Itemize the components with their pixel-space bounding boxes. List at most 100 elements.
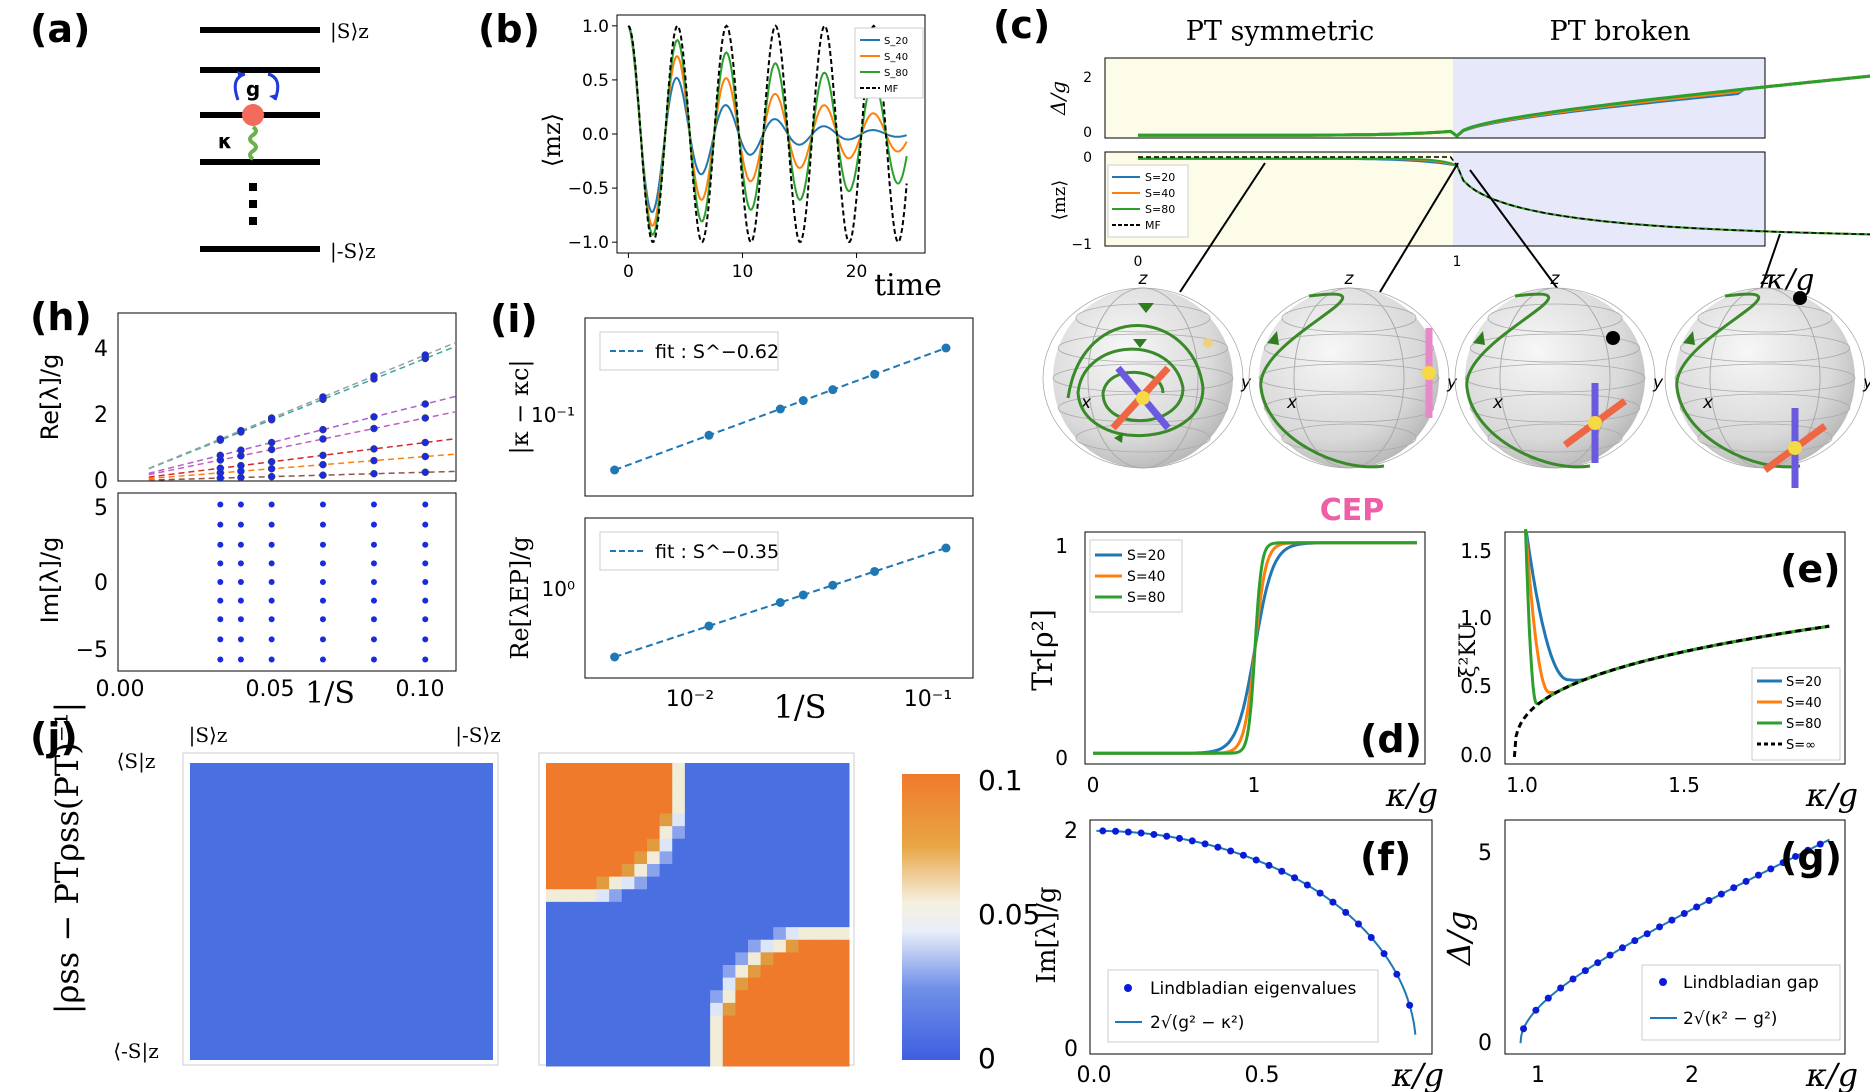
bloch-arrow — [1114, 433, 1123, 443]
heatmap-cell — [748, 800, 762, 814]
heatmap-cell — [760, 1015, 774, 1029]
heatmap-cell — [811, 800, 825, 814]
bloch-fixed-point — [1203, 338, 1213, 348]
heatmap-cell — [621, 914, 635, 928]
heatmap-cell — [583, 977, 597, 991]
bloch-axis-x: x — [1286, 393, 1298, 413]
heatmap-cell — [836, 889, 850, 903]
bloch-latitude — [1674, 363, 1856, 393]
f-data-point — [1329, 898, 1337, 906]
heatmap-cell — [823, 1040, 837, 1054]
heatmap-cell — [823, 800, 837, 814]
heatmap-cell — [735, 1002, 749, 1016]
heatmap-cell — [659, 838, 673, 852]
heatmap-cell — [621, 763, 635, 777]
heatmap-cell — [710, 1002, 724, 1016]
heatmap-cell — [659, 864, 673, 878]
g-legend-box — [1641, 964, 1841, 1041]
heatmap-cell — [798, 1002, 812, 1016]
f-data-point — [1112, 827, 1120, 835]
heatmap-cell — [785, 1053, 799, 1067]
heatmap-cell — [735, 763, 749, 777]
heatmap-cell — [546, 876, 560, 890]
h-im-point — [422, 501, 429, 508]
heatmap-cell — [836, 977, 850, 991]
heatmap-cell — [684, 990, 698, 1004]
heatmap-cell — [571, 864, 585, 878]
f-data-point — [1188, 837, 1196, 845]
e-ytick-15: 1.5 — [1460, 539, 1492, 563]
b-xlabel: time — [874, 268, 942, 303]
h-im-point — [422, 541, 429, 548]
heatmap-cell — [811, 1040, 825, 1054]
heatmap-cell — [684, 1015, 698, 1029]
heatmap-cell — [647, 952, 661, 966]
heatmap-cell — [558, 901, 572, 915]
g-ylabel: Δ/g — [1440, 911, 1478, 967]
bloch-latitude — [1697, 423, 1833, 453]
h-re-point — [370, 445, 378, 453]
heatmap-cell — [647, 1053, 661, 1067]
c-legend: S=20 S=40 S=80 MF — [1107, 164, 1189, 238]
heatmap-cell — [798, 977, 812, 991]
i-fit-line — [614, 547, 947, 658]
h-im-point — [217, 521, 224, 528]
heatmap-cell — [583, 838, 597, 852]
heatmap-right — [546, 763, 850, 1067]
h-re-point — [267, 438, 276, 447]
heatmap-cell — [798, 990, 812, 1004]
i-data-point — [704, 430, 714, 440]
heatmap-cell — [621, 952, 635, 966]
f-data-point — [1227, 847, 1235, 855]
heatmap-cell — [621, 838, 635, 852]
heatmap-cell — [748, 977, 762, 991]
e-ytick-00: 0.0 — [1460, 743, 1492, 767]
heatmap-cell — [609, 800, 623, 814]
f-xtick-0: 0.0 — [1077, 1063, 1112, 1088]
heatmap-cell — [798, 965, 812, 979]
d-legend-label: S=20 — [1127, 548, 1165, 564]
heatmap-cell — [546, 927, 560, 941]
heatmap-cell — [621, 939, 635, 953]
panel-b: 0 10 20 1.0 0.5 0.0 −0.5 −1.0 ⟨mz⟩ time S_20 S_4… — [538, 14, 942, 303]
f-data-point — [1175, 834, 1183, 842]
i-ytick-bottom: 10⁰ — [542, 577, 575, 601]
c-legend-label: S=20 — [1145, 171, 1175, 184]
heatmap-cell — [697, 763, 711, 777]
h-im-point — [237, 560, 244, 567]
b-series-MF — [627, 24, 908, 243]
bloch-latitude — [1281, 303, 1417, 333]
h-im-point — [237, 636, 244, 643]
heatmap-cell — [571, 990, 585, 1004]
g-data-point — [1804, 846, 1812, 854]
heatmap-cell — [785, 965, 799, 979]
bloch-state-dot — [1788, 441, 1802, 455]
label-i: (i) — [490, 297, 538, 341]
h-fit-line — [148, 395, 457, 475]
heatmap-cell — [697, 788, 711, 802]
i-legend-label: fit : S^−0.62 — [655, 341, 779, 363]
c-ytick-top-2: 2 — [1083, 70, 1092, 86]
heatmap-cell — [634, 876, 648, 890]
heatmap-cell — [710, 876, 724, 890]
heatmap-cell — [748, 939, 762, 953]
f-data-point — [1406, 1001, 1414, 1009]
heatmap-cell — [798, 800, 812, 814]
heatmap-cell — [836, 1040, 850, 1054]
label-f: (f) — [1360, 835, 1411, 879]
spin-state-dot — [242, 104, 264, 126]
heatmap-cell — [748, 813, 762, 827]
heatmap-cell — [735, 901, 749, 915]
heatmap-cell — [672, 813, 686, 827]
h-re-point — [319, 393, 327, 401]
heatmap-cell — [735, 965, 749, 979]
f-data-point — [1291, 874, 1299, 882]
heatmap-cell — [647, 965, 661, 979]
heatmap-cell — [647, 826, 661, 840]
heatmap-cell — [773, 763, 787, 777]
heatmap-cell — [571, 838, 585, 852]
heatmap-cell — [811, 1015, 825, 1029]
h-re-point — [421, 468, 430, 476]
heatmap-cell — [583, 1040, 597, 1054]
heatmap-cell — [621, 813, 635, 827]
